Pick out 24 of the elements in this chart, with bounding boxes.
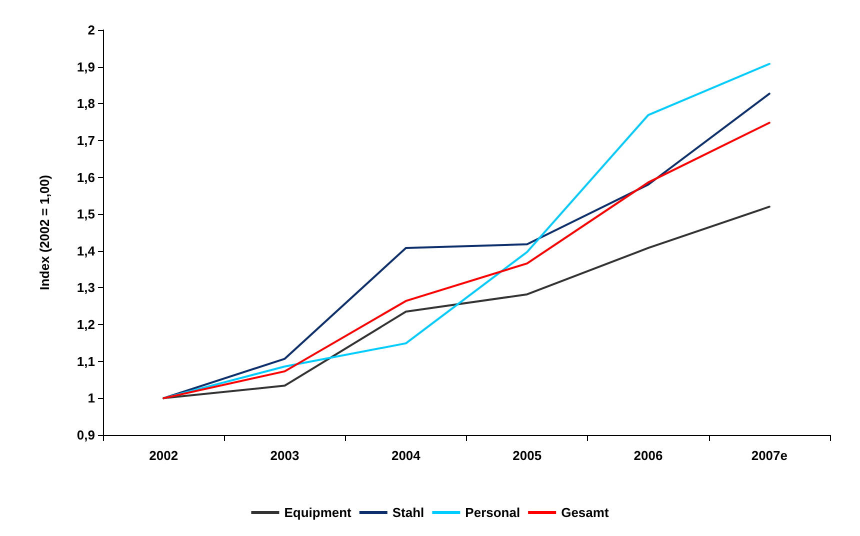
y-tick-label: 1,2 (76, 317, 95, 332)
legend-label: Stahl (392, 505, 424, 520)
legend-label: Personal (465, 505, 520, 520)
y-tick-label: 1 (88, 390, 95, 406)
legend-label: Equipment (284, 505, 352, 520)
y-tick-label: 1,6 (76, 170, 95, 185)
y-tick-label: 0,9 (76, 428, 95, 442)
line-series (162, 206, 770, 400)
y-tick-label: 2 (88, 22, 95, 38)
y-axis-title: Index (2002 = 1,00) (37, 174, 52, 290)
y-tick-label: 1,1 (76, 354, 95, 369)
y-tick-label: 1,8 (76, 96, 95, 112)
x-tick-label: 2007e (751, 448, 788, 463)
x-tick-label: 2002 (149, 448, 178, 463)
y-tick-label: 1,5 (76, 206, 95, 222)
legend-label: Gesamt (561, 505, 610, 520)
y-tick-label: 1,7 (76, 132, 95, 148)
x-tick-label: 2006 (634, 448, 663, 463)
x-tick-label: 2003 (270, 448, 300, 463)
y-tick-label: 1,9 (76, 59, 95, 74)
x-tick-label: 2005 (512, 448, 542, 463)
x-tick-label: 2004 (391, 448, 422, 463)
y-tick-label: 1,3 (76, 280, 95, 296)
y-tick-label: 1,4 (76, 243, 96, 258)
